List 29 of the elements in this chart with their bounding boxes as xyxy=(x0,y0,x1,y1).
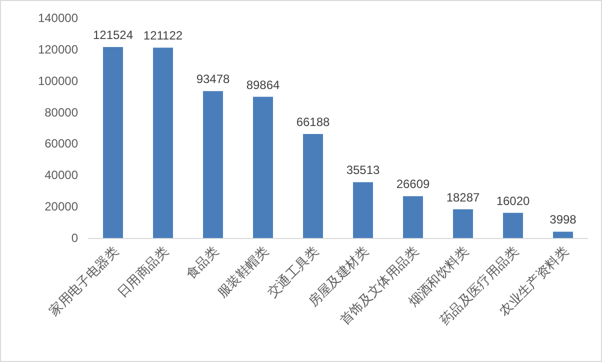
data-label: 16020 xyxy=(496,194,530,208)
bar xyxy=(103,47,123,238)
data-label: 89864 xyxy=(246,78,280,92)
y-tick-label: 100000 xyxy=(38,74,78,88)
bar xyxy=(553,232,573,238)
data-label: 121122 xyxy=(143,28,183,43)
data-label: 35513 xyxy=(346,163,380,178)
y-tick-label: 140000 xyxy=(38,11,78,25)
bar xyxy=(353,182,373,238)
y-tick-label: 80000 xyxy=(44,105,78,120)
x-tick-label: 食品类 xyxy=(182,244,222,282)
bar xyxy=(453,209,473,238)
bar xyxy=(253,96,273,238)
y-tick-label: 20000 xyxy=(44,200,78,214)
bar xyxy=(303,134,323,238)
bar xyxy=(153,48,173,238)
bar xyxy=(203,91,223,238)
data-label: 121524 xyxy=(92,28,134,42)
data-label: 18287 xyxy=(446,190,480,204)
data-label: 93478 xyxy=(196,72,230,86)
data-label: 3998 xyxy=(550,212,577,227)
y-tick-label: 120000 xyxy=(38,42,78,56)
y-tick-label: 60000 xyxy=(44,136,78,151)
bar xyxy=(403,196,423,238)
y-tick-label: 40000 xyxy=(44,168,78,182)
y-tick-label: 0 xyxy=(71,231,78,245)
data-label: 66188 xyxy=(296,114,330,129)
data-label: 26609 xyxy=(396,177,430,192)
bar xyxy=(503,212,523,238)
